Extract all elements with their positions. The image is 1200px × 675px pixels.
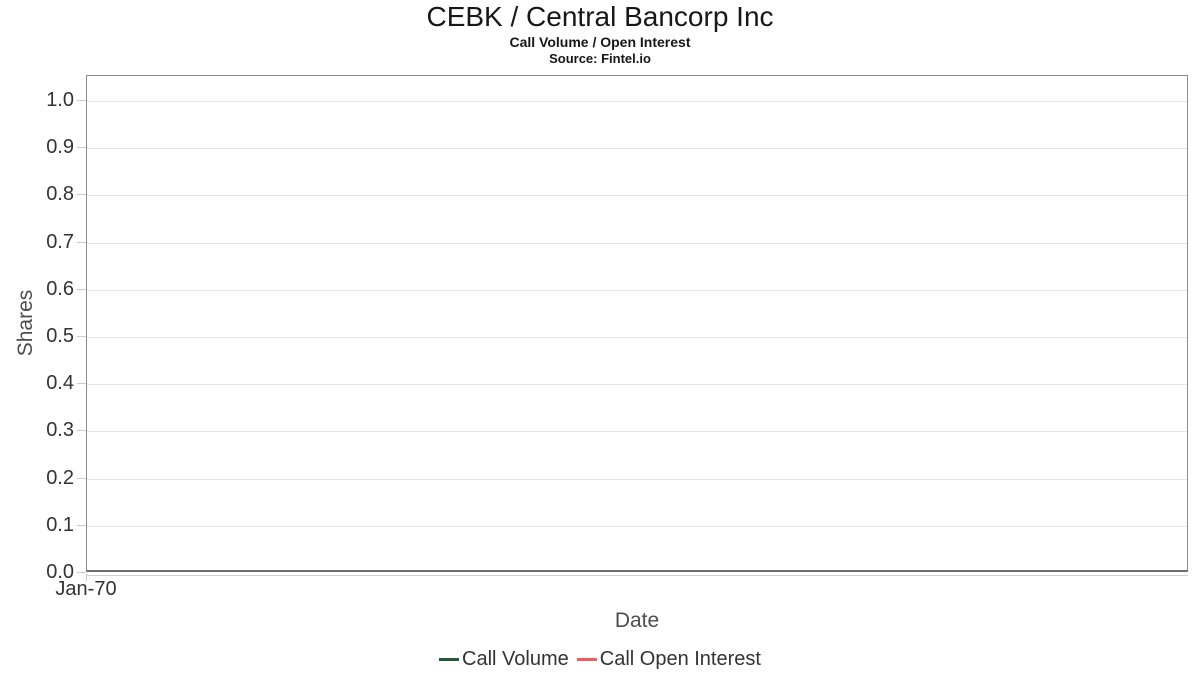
y-tick-mark	[77, 430, 86, 431]
x-tick-label: Jan-70	[55, 578, 117, 600]
x-axis-line	[86, 575, 1188, 576]
y-tick-label: 0.3	[46, 419, 74, 441]
y-tick-mark	[77, 572, 86, 573]
legend-label: Call Volume	[462, 648, 569, 670]
y-tick-mark	[77, 478, 86, 479]
gridline	[87, 148, 1187, 149]
y-tick-label: 1.0	[46, 89, 74, 111]
y-tick-label: 0.8	[46, 183, 74, 205]
x-tick-mark	[86, 574, 87, 581]
plot-area	[86, 75, 1188, 572]
y-tick-mark	[77, 100, 86, 101]
y-tick-label: 0.7	[46, 231, 74, 253]
y-tick-label: 0.4	[46, 372, 74, 394]
gridline	[87, 337, 1187, 338]
y-tick-mark	[77, 336, 86, 337]
legend: Call Volume Call Open Interest	[0, 646, 1200, 672]
legend-line-marker	[576, 657, 597, 661]
legend-line-marker	[439, 657, 460, 661]
gridline	[87, 526, 1187, 527]
x-axis-label: Date	[614, 609, 660, 632]
legend-label: Call Open Interest	[599, 648, 761, 670]
y-tick-label: 0.1	[46, 514, 74, 536]
gridline	[87, 479, 1187, 480]
gridline	[87, 101, 1187, 102]
y-tick-mark	[77, 289, 86, 290]
y-tick-label: 0.0	[46, 561, 74, 583]
y-tick-label: 0.9	[46, 136, 74, 158]
y-tick-mark	[77, 147, 86, 148]
gridline	[87, 384, 1187, 385]
gridline	[87, 290, 1187, 291]
chart-subtitle: Call Volume / Open Interest	[509, 34, 691, 50]
y-tick-label: 0.2	[46, 467, 74, 489]
y-tick-label: 0.5	[46, 325, 74, 347]
y-tick-mark	[77, 194, 86, 195]
gridline	[87, 195, 1187, 196]
gridline	[87, 431, 1187, 432]
legend-item-call-volume[interactable]: Call Volume	[439, 647, 569, 671]
y-tick-mark	[77, 383, 86, 384]
y-tick-mark	[77, 525, 86, 526]
chart-source: Source: Fintel.io	[549, 51, 651, 66]
legend-item-call-open-interest[interactable]: Call Open Interest	[576, 647, 761, 671]
y-tick-label: 0.6	[46, 278, 74, 300]
y-axis-label: Shares	[14, 289, 37, 357]
y-tick-mark	[77, 242, 86, 243]
chart-title: CEBK / Central Bancorp Inc	[426, 1, 774, 32]
gridline	[87, 243, 1187, 244]
